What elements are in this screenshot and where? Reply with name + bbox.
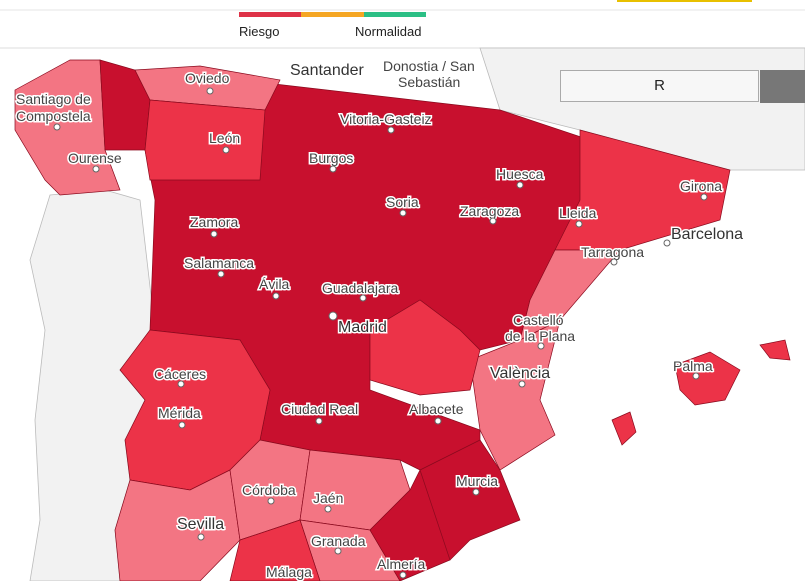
place-dot xyxy=(222,146,230,154)
place-dot xyxy=(399,571,407,579)
place-dot xyxy=(217,270,225,278)
place-label: Córdoba xyxy=(242,482,296,498)
header xyxy=(0,0,805,48)
place-dot xyxy=(92,165,100,173)
island xyxy=(611,411,637,446)
place-label: Murcia xyxy=(456,473,498,489)
place-label: Girona xyxy=(680,178,722,194)
places: Oviedo Santander Donostia / San Sebastiá… xyxy=(15,57,745,581)
place-label: Jaén xyxy=(313,490,343,506)
search-box[interactable]: R xyxy=(560,70,759,102)
place-dot xyxy=(334,547,342,555)
province xyxy=(144,99,266,181)
legend-risk xyxy=(239,12,301,17)
place-label: Albacete xyxy=(409,401,464,417)
place-dot xyxy=(359,294,367,302)
place-dot xyxy=(472,488,480,496)
place-dot xyxy=(692,372,700,380)
place-dot xyxy=(610,258,618,266)
island xyxy=(759,339,791,361)
place-dot xyxy=(324,505,332,513)
place-dot xyxy=(197,533,205,541)
place-label: Lleida xyxy=(559,205,597,221)
place-label: Guadalajara xyxy=(322,280,398,296)
place-label: de la Plana xyxy=(505,328,575,344)
place-dot xyxy=(267,497,275,505)
place-dot xyxy=(178,421,186,429)
place-label: València xyxy=(490,365,550,382)
place-label: Barcelona xyxy=(671,226,743,243)
place-label: Salamanca xyxy=(184,255,254,271)
place-label: Palma xyxy=(673,358,713,374)
place-dot xyxy=(177,380,185,388)
place-label: Granada xyxy=(311,533,366,549)
province xyxy=(419,439,521,561)
province xyxy=(369,299,481,396)
place-label: Ciudad Real xyxy=(281,401,358,417)
province xyxy=(134,65,281,111)
place-label: Vitoria-Gasteiz xyxy=(340,111,432,127)
place-label: Zaragoza xyxy=(460,203,519,219)
place-label: Burgos xyxy=(309,150,353,166)
place-dot xyxy=(399,209,407,217)
place-dot xyxy=(700,193,708,201)
place-label: Compostela xyxy=(16,108,91,124)
place-label: León xyxy=(209,130,240,146)
place-dot xyxy=(489,217,497,225)
place-dot xyxy=(516,181,524,189)
place-dot xyxy=(387,126,395,134)
place-dot xyxy=(537,342,545,350)
legend-label: Normalidad xyxy=(355,24,421,39)
place-dot xyxy=(328,311,338,321)
place-label: Castelló xyxy=(513,312,564,328)
place-dot xyxy=(315,417,323,425)
place-label: Santander xyxy=(290,62,365,79)
search-button[interactable] xyxy=(760,70,805,103)
place-label: Donostia / San xyxy=(383,58,475,74)
legend-normal xyxy=(364,12,426,17)
place-dot xyxy=(663,239,671,247)
place-label: Almería xyxy=(377,556,425,572)
provinces xyxy=(14,59,791,581)
island xyxy=(674,351,741,406)
place-dot xyxy=(434,417,442,425)
province xyxy=(229,519,321,581)
legend-label: Riesgo xyxy=(239,24,279,39)
place-label: Sevilla xyxy=(177,516,224,533)
place-label: Soria xyxy=(386,194,419,210)
place-label: Sebastián xyxy=(398,74,460,90)
place-label: Santiago de xyxy=(16,91,91,107)
place-label: Ávila xyxy=(259,276,290,292)
place-label: Ourense xyxy=(68,150,122,166)
place-label: Cáceres xyxy=(154,366,206,382)
place-label: Madrid xyxy=(338,319,387,336)
place-label: Huesca xyxy=(496,166,544,182)
place-label: Zamora xyxy=(190,214,238,230)
place-label: Málaga xyxy=(266,564,312,580)
place-dot xyxy=(210,230,218,238)
place-label: Mérida xyxy=(158,405,201,421)
place-dot xyxy=(272,292,280,300)
place-label: Tarragona xyxy=(581,244,644,260)
place-dot xyxy=(53,123,61,131)
province xyxy=(114,469,241,581)
legend-mid xyxy=(301,12,364,17)
place-dot xyxy=(206,87,214,95)
place-dot xyxy=(518,380,526,388)
place-dots xyxy=(53,87,708,579)
place-label: Oviedo xyxy=(185,70,230,86)
place-dot xyxy=(329,165,337,173)
province xyxy=(14,59,121,196)
tab-indicator xyxy=(617,0,752,2)
place-dot xyxy=(575,220,583,228)
